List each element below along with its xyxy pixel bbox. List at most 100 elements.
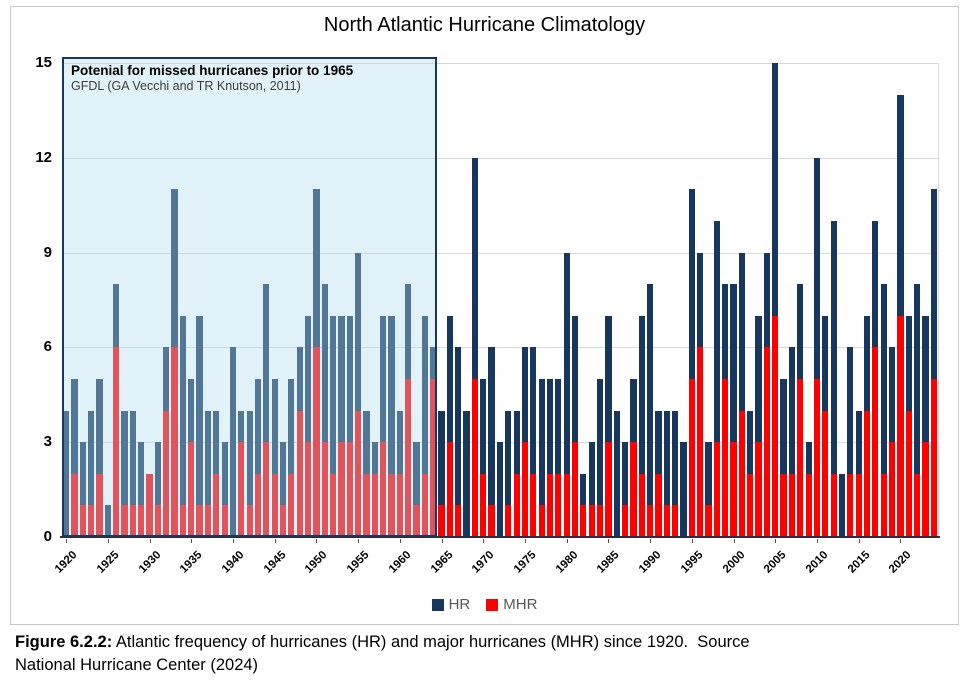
mhr-bar-2014 [847, 473, 854, 537]
hr-bar-1972 [496, 442, 504, 537]
hr-bar-1960 [396, 410, 403, 537]
legend: HR MHR [0, 596, 969, 613]
mhr-bar-1980 [563, 473, 570, 537]
mhr-bar-1965 [438, 505, 445, 537]
mhr-bar-1978 [546, 473, 554, 537]
mhr-bar-2016 [863, 410, 871, 537]
mhr-bar-2022 [913, 473, 921, 537]
hr-bar-1990 [647, 284, 654, 537]
figure-caption: Figure 6.2.2: Atlantic frequency of hurr… [15, 631, 960, 678]
mhr-bar-1975 [521, 442, 529, 537]
mhr-bar-1974 [513, 473, 520, 537]
mhr-bar-1991 [655, 473, 662, 537]
hr-bar-1939 [221, 442, 228, 537]
y-tick-label-9: 9 [43, 243, 52, 261]
hr-bar-1947 [288, 379, 295, 537]
hr-bar-2007 [788, 347, 796, 537]
gridline-9 [62, 252, 938, 254]
mhr-bar-1950 [313, 347, 320, 537]
plot-right-border [938, 63, 939, 537]
chart-title: North Atlantic Hurricane Climatology [323, 14, 646, 36]
mhr-bar-1993 [672, 505, 679, 537]
mhr-bar-1970 [480, 473, 487, 537]
hr-bar-1920 [63, 410, 70, 537]
hr-bar-1944 [263, 284, 270, 537]
mhr-bar-1961 [405, 379, 412, 537]
mhr-swatch-icon [486, 598, 499, 611]
hr-bar-1928 [129, 410, 136, 537]
mhr-bar-1926 [113, 347, 120, 537]
y-tick-label-0: 0 [43, 528, 52, 545]
hr-bar-1934 [179, 315, 187, 537]
annotation-source: GFDL (GA Vecchi and TR Knutson, 2011) [71, 79, 301, 93]
hr-bar-1987 [621, 442, 629, 537]
hr-bar-1994 [680, 442, 687, 537]
mhr-bar-2004 [763, 347, 771, 537]
mhr-bar-1977 [538, 505, 545, 537]
x-tick-1935 [191, 539, 193, 543]
x-tick-2010 [817, 539, 819, 543]
mhr-bar-1930 [146, 473, 153, 537]
mhr-bar-1973 [505, 505, 512, 537]
hr-bar-1959 [388, 315, 395, 537]
y-tick-label-12: 12 [35, 148, 52, 166]
legend-label-hr: HR [448, 596, 471, 613]
hr-bar-2006 [780, 379, 787, 537]
hr-bar-1923 [88, 410, 95, 537]
mhr-bar-2020 [897, 315, 904, 537]
mhr-bar-1935 [188, 442, 195, 537]
hr-bar-1979 [555, 379, 562, 537]
mhr-bar-2006 [780, 473, 787, 537]
mhr-bar-2001 [738, 410, 745, 537]
mhr-bar-1966 [446, 442, 453, 537]
mhr-bar-2018 [880, 473, 887, 537]
hr-bar-1989 [638, 315, 645, 537]
mhr-bar-1924 [96, 473, 103, 537]
mhr-bar-1921 [71, 473, 78, 537]
mhr-bar-1984 [596, 505, 604, 537]
hr-bar-1938 [213, 410, 220, 537]
hr-bar-1931 [154, 442, 161, 537]
hr-bar-1969 [471, 157, 479, 537]
mhr-bar-1942 [246, 505, 253, 537]
mhr-bar-1949 [304, 442, 312, 537]
mhr-bar-1938 [213, 473, 220, 537]
hr-bar-1942 [246, 410, 253, 537]
hr-bar-2022 [913, 284, 921, 537]
hr-bar-2010 [813, 157, 821, 537]
hr-bar-1949 [304, 315, 312, 537]
caption-figure-number: Figure 6.2.2: [15, 633, 113, 651]
hr-bar-1951 [321, 284, 328, 537]
hr-bar-1925 [104, 505, 111, 537]
legend-item-hr: HR [431, 596, 471, 613]
mhr-bar-1945 [271, 473, 278, 537]
y-tick-label-3: 3 [43, 433, 52, 451]
mhr-bar-1943 [254, 473, 262, 537]
gridline-6 [62, 347, 938, 349]
mhr-bar-2010 [813, 379, 821, 537]
mhr-bar-1967 [455, 505, 462, 537]
hr-bar-1945 [271, 379, 278, 537]
hr-bar-2013 [838, 473, 846, 537]
hr-bar-1980 [563, 252, 570, 537]
mhr-bar-1992 [663, 505, 670, 537]
mhr-bar-1985 [605, 442, 612, 537]
hr-bar-2002 [747, 410, 754, 537]
mhr-bar-1946 [279, 505, 287, 537]
missed-hurricanes-shaded-region [62, 57, 438, 537]
hr-bar-2024 [930, 189, 937, 537]
hr-bar-2001 [738, 252, 745, 537]
mhr-bar-1953 [338, 442, 345, 537]
mhr-bar-2021 [905, 410, 912, 537]
mhr-bar-1959 [388, 473, 395, 537]
mhr-bar-1956 [363, 473, 370, 537]
mhr-bar-1931 [154, 505, 161, 537]
hr-bar-1967 [455, 347, 462, 537]
hr-bar-1970 [480, 379, 487, 537]
mhr-bar-1937 [204, 505, 212, 537]
mhr-bar-1962 [413, 505, 420, 537]
hr-bar-1968 [463, 410, 470, 537]
mhr-bar-1960 [396, 473, 403, 537]
mhr-bar-2023 [922, 442, 929, 537]
gridline-15 [62, 63, 938, 64]
